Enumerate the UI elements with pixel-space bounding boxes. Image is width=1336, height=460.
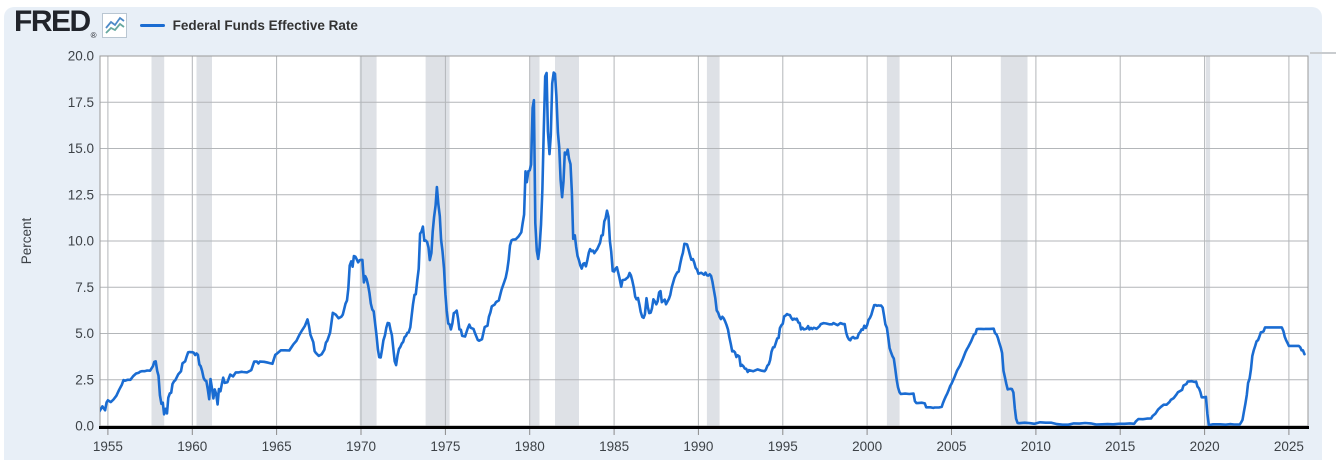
x-tick-label: 2025 [1274, 439, 1304, 454]
legend: Federal Funds Effective Rate [139, 17, 358, 33]
x-tick-label: 2020 [1190, 439, 1220, 454]
x-tick-label: 2005 [936, 439, 966, 454]
y-axis-title: Percent [19, 217, 34, 264]
y-tick-label: 17.5 [68, 95, 94, 110]
x-tick-label: 1955 [93, 439, 123, 454]
chart-header: FRED® Federal Funds Effective Rate [14, 4, 358, 42]
y-tick-label: 5.0 [75, 326, 94, 341]
x-tick-label: 1985 [599, 439, 629, 454]
legend-label[interactable]: Federal Funds Effective Rate [172, 17, 358, 33]
x-tick-label: 2010 [1021, 439, 1051, 454]
y-tick-label: 12.5 [68, 187, 94, 202]
y-tick-label: 10.0 [68, 234, 94, 249]
x-tick-label: 1975 [430, 439, 460, 454]
x-tick-label: 2000 [852, 439, 882, 454]
y-tick-label: 15.0 [68, 141, 94, 156]
x-tick-label: 1980 [515, 439, 545, 454]
y-tick-label: 7.5 [75, 280, 94, 295]
x-tick-label: 1990 [683, 439, 713, 454]
y-tick-label: 20.0 [68, 49, 94, 64]
x-tick-label: 2015 [1105, 439, 1135, 454]
series-line-federal-funds-effective-rate[interactable] [100, 71, 1306, 426]
fred-logo[interactable]: FRED® [14, 4, 97, 40]
x-axis-line [99, 426, 1309, 429]
y-tick-label: 2.5 [75, 372, 94, 387]
y-tick-label: 0.0 [75, 419, 94, 434]
fred-sparkline-icon[interactable] [101, 12, 127, 38]
x-tick-label: 1970 [346, 439, 376, 454]
page-divider-line [1310, 52, 1336, 54]
legend-line-swatch [139, 23, 165, 27]
x-tick-label: 1965 [262, 439, 292, 454]
x-tick-label: 1995 [768, 439, 798, 454]
x-tick-label: 1960 [177, 439, 207, 454]
registered-trademark: ® [90, 30, 97, 40]
